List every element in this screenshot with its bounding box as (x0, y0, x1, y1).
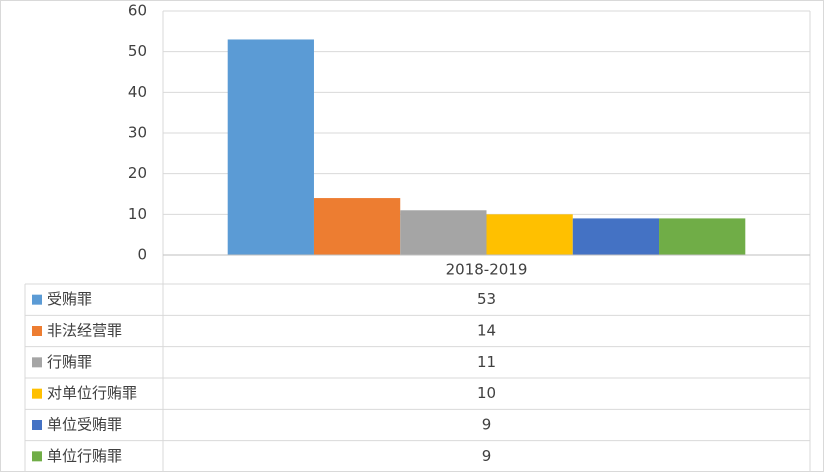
y-tick-label: 10 (128, 205, 147, 223)
legend-label: 非法经营罪 (47, 322, 122, 340)
x-tick-label: 2018-2019 (446, 261, 528, 279)
table-value: 53 (477, 290, 496, 308)
y-tick-label: 60 (128, 2, 147, 20)
table-value: 9 (482, 447, 492, 465)
legend-label: 行贿罪 (47, 353, 92, 371)
legend-key (32, 294, 42, 305)
y-tick-label: 30 (128, 124, 147, 142)
legend-label: 单位受贿罪 (47, 416, 122, 434)
bar (227, 39, 314, 255)
table-value: 11 (477, 353, 496, 371)
legend-key (32, 388, 42, 399)
legend-key (32, 420, 42, 430)
y-tick-label: 20 (128, 164, 147, 182)
table-value: 10 (477, 384, 496, 402)
bar (572, 218, 660, 255)
legend-key (32, 451, 42, 462)
bar (313, 198, 401, 255)
y-tick-label: 0 (137, 246, 147, 264)
y-tick-label: 40 (128, 83, 147, 101)
legend-key (32, 326, 42, 336)
table-value: 9 (482, 416, 492, 434)
legend-key (32, 357, 42, 368)
table-value: 14 (477, 322, 496, 340)
legend-label: 受贿罪 (47, 290, 92, 308)
bar (659, 218, 746, 255)
legend-label: 单位行贿罪 (47, 447, 122, 465)
legend-label: 对单位行贿罪 (47, 384, 137, 402)
bar (400, 210, 487, 255)
bar (486, 214, 573, 255)
y-tick-label: 50 (128, 42, 147, 60)
